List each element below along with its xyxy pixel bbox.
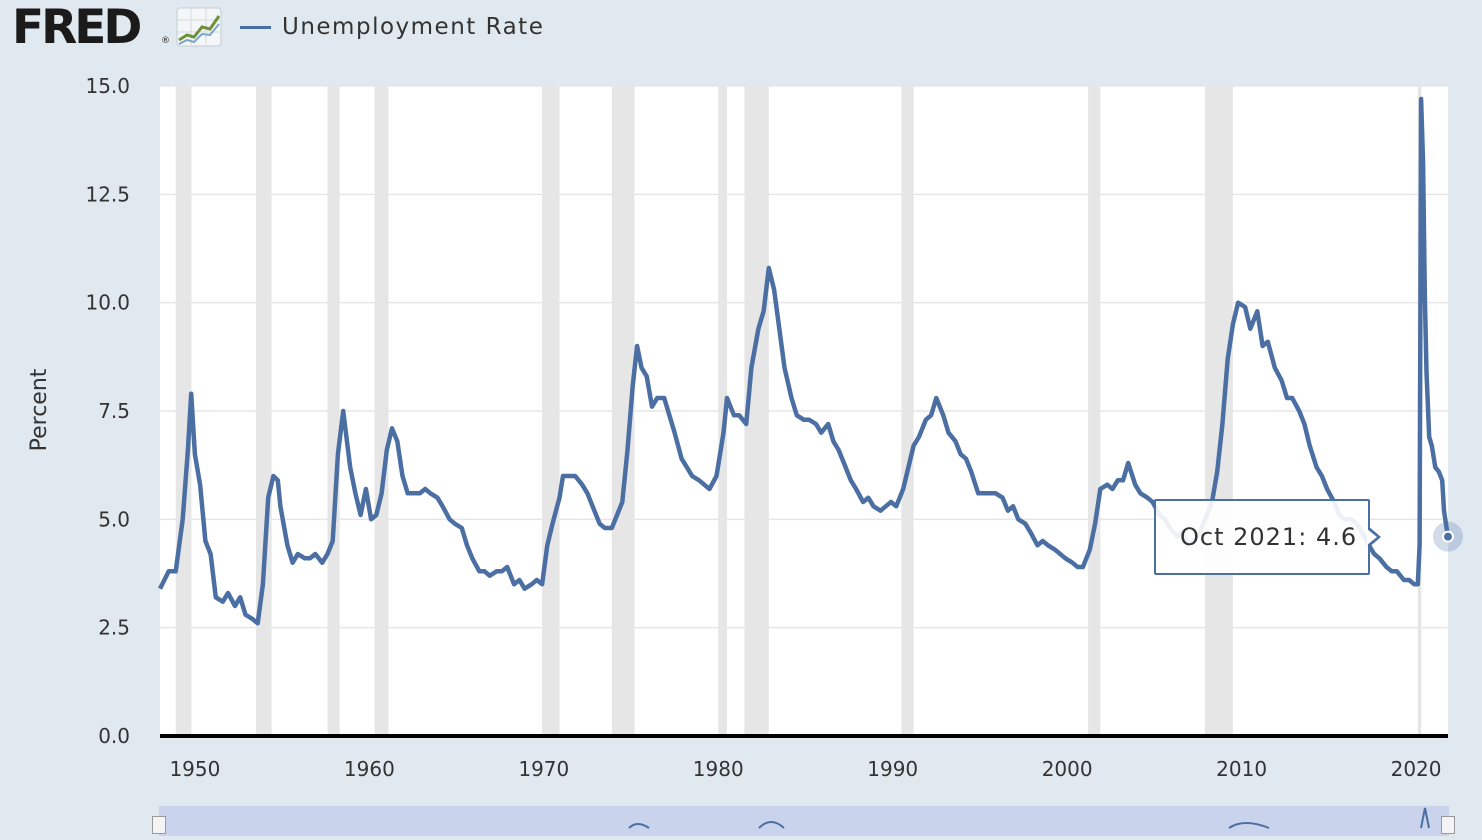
- hover-point[interactable]: [1442, 530, 1454, 543]
- y-tick-label-10.0: 10.0: [85, 291, 130, 315]
- x-tick-label-1990: 1990: [867, 757, 918, 781]
- chart-header: FRED ® Unemployment Rate: [0, 0, 1482, 60]
- tooltip-text: Oct 2021: 4.6: [1180, 523, 1357, 551]
- x-axis: 1950 1960 1970 1980 1990 2000 2010 2020: [169, 757, 1441, 781]
- data-tooltip: Oct 2021: 4.6: [1154, 499, 1370, 575]
- tooltip-value: 4.6: [1315, 523, 1358, 551]
- legend-swatch: [240, 26, 271, 29]
- x-tick-label-1970: 1970: [518, 757, 569, 781]
- tooltip-date: Oct 2021: [1180, 523, 1299, 551]
- x-tick-label-1950: 1950: [169, 757, 220, 781]
- y-tick-label-15.0: 15.0: [85, 74, 130, 98]
- y-tick-label-0.0: 0.0: [98, 724, 130, 748]
- x-tick-label-2010: 2010: [1216, 757, 1267, 781]
- x-tick-label-1980: 1980: [693, 757, 744, 781]
- navigator-preview: [628, 807, 1430, 829]
- tooltip-separator: :: [1298, 523, 1308, 551]
- navigator-right-handle[interactable]: [1441, 816, 1455, 834]
- line-graph-icon: [176, 7, 222, 47]
- registered-mark: ®: [161, 36, 170, 46]
- y-tick-label-5.0: 5.0: [98, 507, 130, 531]
- x-tick-label-2020: 2020: [1391, 757, 1442, 781]
- grid-lines: [160, 85, 1448, 629]
- navigator-left-handle[interactable]: [152, 816, 166, 834]
- range-navigator[interactable]: [159, 806, 1449, 836]
- y-tick-label-7.5: 7.5: [98, 399, 130, 423]
- y-tick-label-12.5: 12.5: [85, 182, 130, 206]
- y-tick-label-2.5: 2.5: [98, 616, 130, 640]
- y-axis-label: Percent: [27, 368, 52, 451]
- fred-logo[interactable]: FRED: [12, 0, 142, 55]
- series-line-unemployment-rate[interactable]: [157, 96, 1451, 626]
- tooltip-pointer-inner: [1367, 529, 1377, 545]
- x-tick-label-1960: 1960: [344, 757, 395, 781]
- y-axis: 0.0 2.5 5.0 7.5 10.0 12.5 15.0: [85, 74, 130, 748]
- x-tick-label-2000: 2000: [1042, 757, 1093, 781]
- legend-series-name: Unemployment Rate: [282, 14, 545, 40]
